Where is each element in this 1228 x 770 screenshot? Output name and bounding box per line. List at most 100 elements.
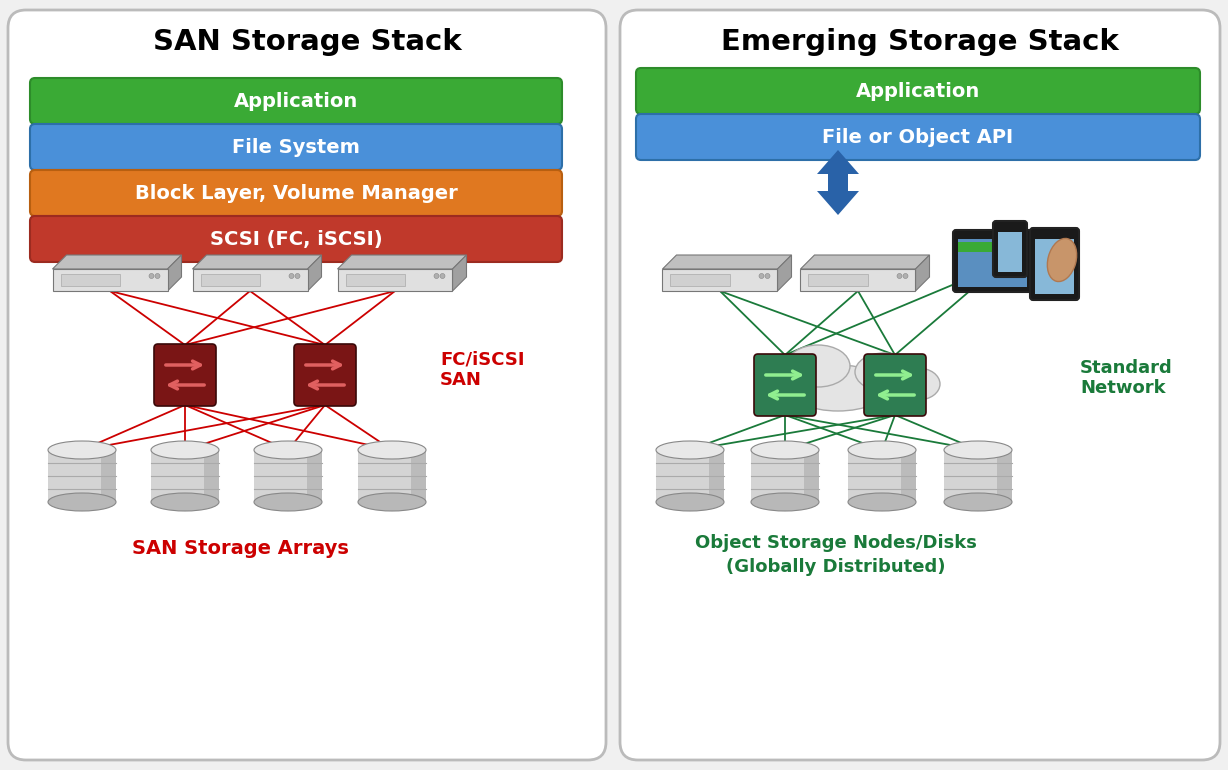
Ellipse shape — [151, 493, 219, 511]
Circle shape — [295, 273, 300, 279]
FancyBboxPatch shape — [1030, 228, 1079, 300]
Text: Application: Application — [233, 92, 359, 111]
Ellipse shape — [1047, 239, 1077, 282]
Polygon shape — [338, 255, 467, 269]
FancyBboxPatch shape — [293, 344, 356, 406]
Bar — [709, 450, 725, 502]
FancyBboxPatch shape — [953, 230, 1032, 292]
Ellipse shape — [944, 493, 1012, 511]
Bar — [958, 242, 1027, 252]
Bar — [101, 450, 115, 502]
FancyBboxPatch shape — [636, 114, 1200, 160]
Bar — [944, 450, 1012, 502]
Circle shape — [759, 273, 764, 279]
Bar — [849, 450, 916, 502]
Bar — [254, 450, 322, 502]
Polygon shape — [193, 255, 322, 269]
Text: SAN Storage Arrays: SAN Storage Arrays — [131, 538, 349, 557]
Ellipse shape — [788, 365, 888, 411]
Ellipse shape — [849, 493, 916, 511]
Bar — [410, 450, 426, 502]
Ellipse shape — [254, 441, 322, 459]
Polygon shape — [193, 269, 307, 291]
Bar — [1035, 239, 1074, 294]
Bar — [828, 174, 849, 191]
Polygon shape — [338, 269, 452, 291]
Polygon shape — [916, 255, 930, 291]
Ellipse shape — [656, 441, 725, 459]
Circle shape — [155, 273, 160, 279]
Bar — [151, 450, 219, 502]
Ellipse shape — [896, 368, 939, 400]
Ellipse shape — [786, 345, 850, 387]
FancyBboxPatch shape — [620, 10, 1219, 760]
Bar — [997, 450, 1012, 502]
Ellipse shape — [48, 441, 115, 459]
FancyBboxPatch shape — [29, 170, 562, 216]
Polygon shape — [801, 255, 930, 269]
Ellipse shape — [151, 441, 219, 459]
Polygon shape — [662, 269, 777, 291]
Bar — [656, 450, 725, 502]
Bar — [803, 450, 819, 502]
Text: Emerging Storage Stack: Emerging Storage Stack — [721, 28, 1119, 56]
Circle shape — [149, 273, 154, 279]
Bar — [307, 450, 322, 502]
Ellipse shape — [254, 493, 322, 511]
Bar — [200, 274, 260, 286]
Polygon shape — [817, 191, 860, 215]
Polygon shape — [662, 255, 792, 269]
Circle shape — [896, 273, 903, 279]
Bar — [345, 274, 405, 286]
FancyBboxPatch shape — [29, 216, 562, 262]
Text: File System: File System — [232, 138, 360, 156]
FancyBboxPatch shape — [154, 344, 216, 406]
Ellipse shape — [359, 493, 426, 511]
Ellipse shape — [752, 493, 819, 511]
FancyBboxPatch shape — [636, 68, 1200, 114]
Bar — [204, 450, 219, 502]
Ellipse shape — [855, 353, 912, 391]
Polygon shape — [53, 255, 182, 269]
Circle shape — [289, 273, 293, 279]
Polygon shape — [801, 269, 916, 291]
Circle shape — [765, 273, 770, 279]
Bar — [670, 274, 731, 286]
Ellipse shape — [359, 441, 426, 459]
FancyBboxPatch shape — [29, 78, 562, 124]
Text: Application: Application — [856, 82, 980, 101]
Text: Object Storage Nodes/Disks
(Globally Distributed): Object Storage Nodes/Disks (Globally Dis… — [695, 534, 977, 576]
Circle shape — [440, 273, 445, 279]
Text: Block Layer, Volume Manager: Block Layer, Volume Manager — [135, 183, 457, 203]
Bar — [958, 239, 1027, 287]
FancyBboxPatch shape — [865, 354, 926, 416]
FancyBboxPatch shape — [9, 10, 605, 760]
FancyBboxPatch shape — [754, 354, 815, 416]
Bar — [900, 450, 916, 502]
Text: FC/iSCSI
SAN: FC/iSCSI SAN — [440, 350, 524, 390]
Polygon shape — [167, 255, 182, 291]
Circle shape — [433, 273, 438, 279]
Polygon shape — [307, 255, 322, 291]
Ellipse shape — [656, 493, 725, 511]
Ellipse shape — [752, 441, 819, 459]
Ellipse shape — [849, 441, 916, 459]
Bar — [998, 232, 1022, 272]
Bar — [808, 274, 868, 286]
Polygon shape — [777, 255, 792, 291]
Bar — [48, 450, 115, 502]
FancyBboxPatch shape — [29, 124, 562, 170]
Bar — [359, 450, 426, 502]
Polygon shape — [53, 269, 167, 291]
Polygon shape — [817, 150, 860, 174]
Ellipse shape — [48, 493, 115, 511]
Circle shape — [903, 273, 907, 279]
Bar — [752, 450, 819, 502]
Text: File or Object API: File or Object API — [823, 128, 1013, 146]
Ellipse shape — [758, 355, 814, 393]
Text: SCSI (FC, iSCSI): SCSI (FC, iSCSI) — [210, 229, 382, 249]
Polygon shape — [452, 255, 467, 291]
FancyBboxPatch shape — [993, 221, 1027, 277]
Text: Standard
Network: Standard Network — [1079, 359, 1173, 397]
Text: SAN Storage Stack: SAN Storage Stack — [152, 28, 462, 56]
